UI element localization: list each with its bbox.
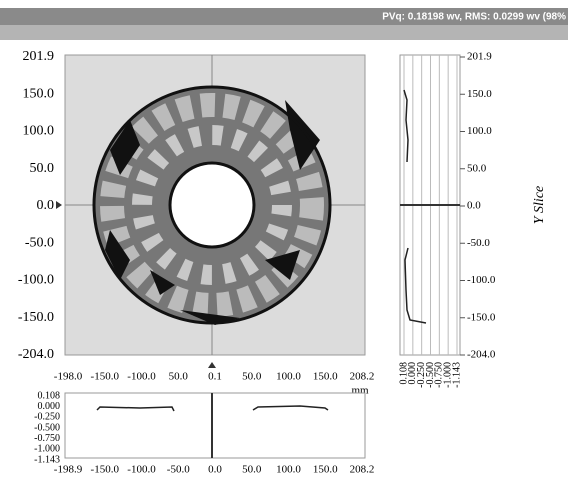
x-tick-label: -150.0: [91, 464, 120, 476]
x-tick-label: -198.0: [54, 371, 83, 383]
y-tick-label: 100.0: [23, 124, 55, 139]
x-tick-label: 150.0: [313, 464, 338, 476]
y-tick-label: -0.500: [34, 422, 60, 433]
y-tick-label: 50.0: [467, 162, 487, 174]
y-tick-label: -150.0: [18, 310, 54, 325]
y-tick-label: -100.0: [18, 273, 54, 288]
surface-map: [94, 87, 330, 325]
y-tick-label: 150.0: [23, 86, 55, 101]
x-tick-label: 50.0: [169, 371, 189, 383]
y-slice-y-labels: 201.9 150.0 100.0 50.0 0.0 -50.0 -100.0 -150.0 -…: [460, 51, 496, 361]
y-tick-label: -100.0: [467, 274, 496, 286]
y-tick-label: -50.0: [467, 237, 490, 249]
x-tick-label: -100.0: [127, 371, 156, 383]
y-tick-label: 0.0: [37, 198, 55, 213]
x-tick-label: 0.0: [208, 464, 222, 476]
y-tick-label: 201.9: [467, 51, 492, 63]
x-slice-x-labels: -198.9 -150.0 -100.0 -50.0 0.0 50.0 100.0 150.0…: [54, 464, 375, 476]
y-tick-label: -150.0: [467, 311, 496, 323]
x-tick-label: 100.0: [276, 371, 301, 383]
y-tick-label: 50.0: [30, 161, 55, 176]
x-tick-label: -100.0: [127, 464, 156, 476]
y-tick-label: -50.0: [25, 235, 54, 250]
screen: PVq: 0.18198 wv, RMS: 0.0299 wv (98% 201…: [0, 0, 568, 479]
y-tick-label: -1.000: [34, 444, 60, 455]
x-tick-label: -198.9: [54, 464, 83, 476]
y-tick-label: 100.0: [467, 125, 492, 137]
y-slice-title: Y Slice: [532, 186, 547, 225]
x-tick-label: 0.1: [208, 371, 222, 383]
y-tick-label: 0.0: [467, 200, 481, 212]
x-tick-label: 50.0: [242, 371, 262, 383]
y-tick-label: -204.0: [467, 349, 496, 361]
center-hole: [170, 163, 254, 247]
main-y-labels: 201.9 150.0 100.0 50.0 0.0 -50.0 -100.0 -150.0 -…: [18, 49, 54, 362]
x-tick-label: -150.0: [91, 371, 120, 383]
marker: [208, 362, 216, 368]
y-tick-label: -0.250: [34, 412, 60, 423]
y-tick-label: 150.0: [467, 88, 492, 100]
page: PVq: 0.18198 wv, RMS: 0.0299 wv (98% 201…: [0, 0, 568, 479]
marker: [56, 201, 62, 209]
y-tick-label: 0.000: [38, 401, 61, 412]
x-tick-label: 208.2: [350, 371, 375, 383]
y-tick-label: -204.0: [18, 347, 54, 362]
x-tick-label: 100.0: [276, 464, 301, 476]
y-tick-label: -0.750: [34, 433, 60, 444]
x-tick-label: -1.143: [451, 362, 462, 388]
x-tick-label: 50.0: [242, 464, 262, 476]
y-tick-label: 201.9: [23, 49, 55, 64]
x-tick-label: 208.2: [350, 464, 375, 476]
x-slice-area: [65, 393, 365, 458]
y-tick-label: 0.108: [38, 390, 61, 401]
x-tick-label: 150.0: [313, 371, 338, 383]
main-x-labels: -198.0 -150.0 -100.0 50.0 0.1 50.0 100.0 150.0 2…: [54, 371, 375, 383]
x-tick-label: -50.0: [167, 464, 190, 476]
status-text: PVq: 0.18198 wv, RMS: 0.0299 wv (98%: [382, 12, 566, 23]
